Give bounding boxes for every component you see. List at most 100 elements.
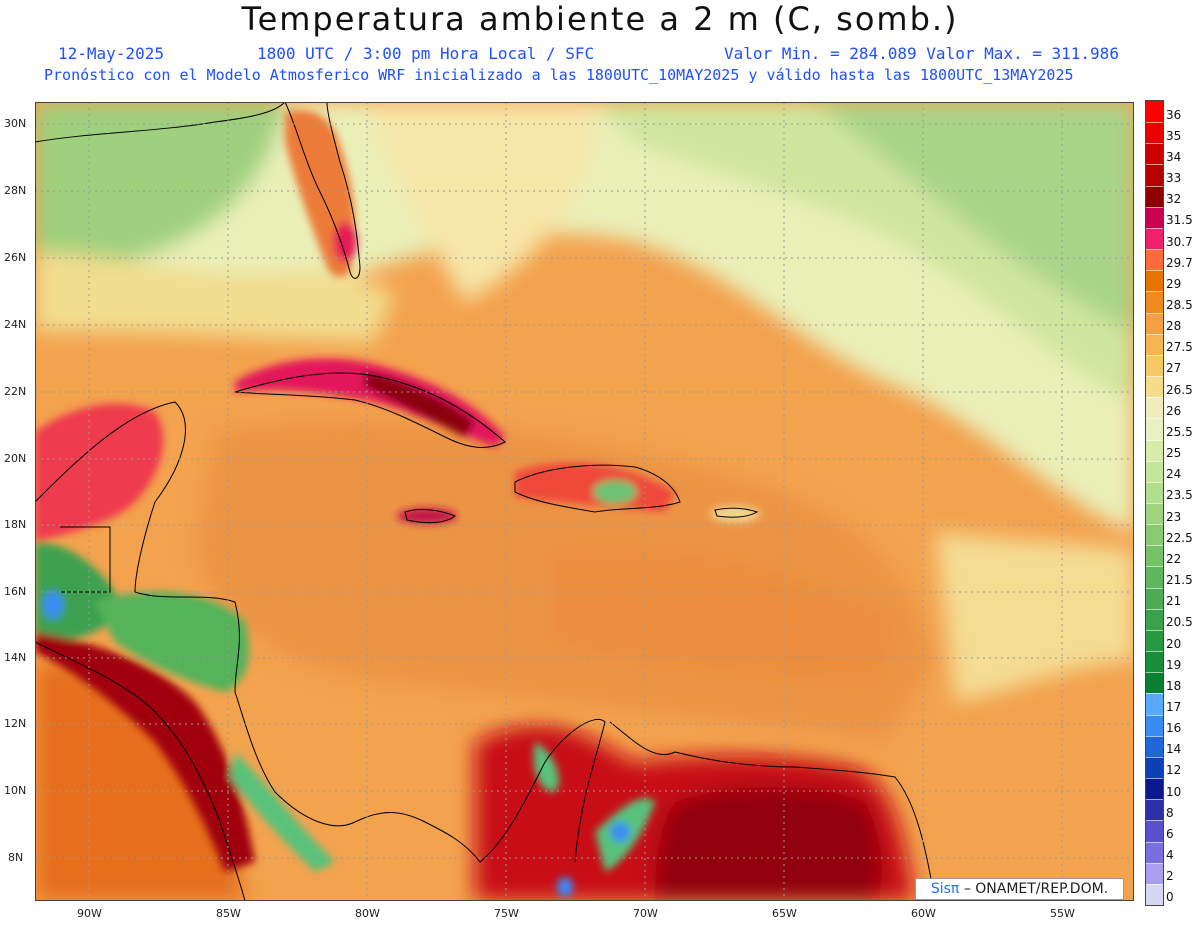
lat-label: 20N bbox=[4, 452, 27, 465]
colorbar-label: 35 bbox=[1166, 128, 1182, 143]
colorbar-label: 19 bbox=[1166, 657, 1182, 672]
colorbar-label: 26.5 bbox=[1166, 382, 1193, 397]
colorbar-swatch bbox=[1146, 354, 1163, 377]
colorbar-swatch bbox=[1146, 587, 1163, 610]
forecast-time: 1800 UTC / 3:00 pm Hora Local / SFC bbox=[257, 44, 595, 63]
colorbar-swatch bbox=[1146, 291, 1163, 314]
colorbar-label: 29.7 bbox=[1166, 255, 1193, 270]
colorbar-label: 20.5 bbox=[1166, 615, 1193, 630]
colorbar-label: 22 bbox=[1166, 551, 1182, 566]
lat-label: 10N bbox=[4, 784, 27, 797]
colorbar-swatch bbox=[1146, 270, 1163, 292]
temperature-colorbar bbox=[1145, 100, 1164, 906]
lat-label: 28N bbox=[4, 184, 27, 197]
lon-label: 90W bbox=[77, 907, 102, 920]
colorbar-label: 8 bbox=[1166, 805, 1174, 820]
colorbar-label: 21 bbox=[1166, 594, 1182, 609]
lat-label: 8N bbox=[8, 851, 24, 864]
colorbar-swatch bbox=[1146, 862, 1163, 885]
temperature-map bbox=[34, 101, 1134, 902]
colorbar-label: 24 bbox=[1166, 467, 1182, 482]
lon-label: 80W bbox=[355, 907, 380, 920]
lat-label: 22N bbox=[4, 385, 27, 398]
colorbar-label: 30.7 bbox=[1166, 234, 1193, 249]
forecast-date: 12-May-2025 bbox=[58, 44, 164, 63]
colorbar-label: 2 bbox=[1166, 869, 1174, 884]
lon-label: 65W bbox=[772, 907, 797, 920]
colorbar-label: 20 bbox=[1166, 636, 1182, 651]
colorbar-swatch bbox=[1146, 312, 1163, 335]
lat-label: 26N bbox=[4, 251, 27, 264]
colorbar-label: 14 bbox=[1166, 742, 1182, 757]
colorbar-label: 16 bbox=[1166, 721, 1182, 736]
lat-label: 30N bbox=[4, 117, 27, 130]
colorbar-label: 33 bbox=[1166, 171, 1182, 186]
lon-label: 70W bbox=[633, 907, 658, 920]
colorbar-swatch bbox=[1146, 418, 1163, 441]
colorbar-label: 27 bbox=[1166, 361, 1182, 376]
colorbar-label: 17 bbox=[1166, 700, 1182, 714]
colorbar-label: 25.5 bbox=[1166, 424, 1193, 439]
colorbar-label: 23 bbox=[1166, 509, 1182, 524]
colorbar-swatch bbox=[1146, 227, 1163, 250]
colorbar-swatch bbox=[1146, 566, 1163, 589]
colorbar-swatch bbox=[1146, 799, 1163, 821]
lat-label: 16N bbox=[4, 585, 27, 598]
colorbar-swatch bbox=[1146, 778, 1163, 800]
colorbar-label: 22.5 bbox=[1166, 530, 1193, 545]
colorbar-label: 36 bbox=[1166, 107, 1182, 122]
colorbar-swatch bbox=[1146, 122, 1163, 144]
colorbar-swatch bbox=[1146, 164, 1163, 187]
colorbar-swatch bbox=[1146, 672, 1163, 694]
colorbar-swatch bbox=[1146, 143, 1163, 165]
colorbar-label: 29 bbox=[1166, 276, 1182, 291]
colorbar-label: 26 bbox=[1166, 403, 1182, 418]
colorbar-label: 12 bbox=[1166, 763, 1182, 778]
colorbar-swatch bbox=[1146, 460, 1163, 483]
colorbar-swatch bbox=[1146, 651, 1163, 673]
colorbar-label: 34 bbox=[1166, 149, 1182, 164]
colorbar-label: 27.5 bbox=[1166, 340, 1193, 355]
map-title: Temperatura ambiente a 2 m (C, somb.) bbox=[241, 0, 959, 38]
colorbar-swatch bbox=[1146, 249, 1163, 271]
colorbar-label: 21.5 bbox=[1166, 573, 1193, 588]
colorbar-swatch bbox=[1146, 714, 1163, 737]
lon-label: 60W bbox=[911, 907, 936, 920]
colorbar-swatch bbox=[1146, 524, 1163, 546]
lat-label: 12N bbox=[4, 717, 27, 730]
colorbar-label: 18 bbox=[1166, 678, 1182, 693]
colorbar-label: 32 bbox=[1166, 192, 1182, 207]
lat-label: 14N bbox=[4, 651, 27, 664]
colorbar-swatch bbox=[1146, 841, 1163, 864]
lat-label: 24N bbox=[4, 318, 27, 331]
colorbar-swatch bbox=[1146, 333, 1163, 356]
colorbar-label: 23.5 bbox=[1166, 488, 1193, 503]
lon-label: 85W bbox=[216, 907, 241, 920]
colorbar-swatch bbox=[1146, 185, 1163, 208]
colorbar-swatch bbox=[1146, 481, 1163, 504]
colorbar-label: 10 bbox=[1166, 784, 1182, 799]
colorbar-label: 31.5 bbox=[1166, 213, 1193, 228]
lon-label: 55W bbox=[1050, 907, 1075, 920]
colorbar-swatch bbox=[1146, 608, 1163, 631]
lon-label: 75W bbox=[494, 907, 519, 920]
colorbar-label: 6 bbox=[1166, 826, 1174, 841]
colorbar-swatch bbox=[1146, 397, 1163, 419]
colorbar-label: 0 bbox=[1166, 890, 1174, 905]
colorbar-swatch bbox=[1146, 376, 1163, 398]
colorbar-swatch bbox=[1146, 439, 1163, 462]
colorbar-swatch bbox=[1146, 735, 1163, 758]
colorbar-label: 28.5 bbox=[1166, 298, 1193, 312]
colorbar-swatch bbox=[1146, 101, 1163, 123]
colorbar-swatch bbox=[1146, 545, 1163, 567]
colorbar-label: 28 bbox=[1166, 319, 1182, 334]
credit-box: Sisπ – ONAMET/REP.DOM. bbox=[915, 878, 1124, 900]
colorbar-label: 4 bbox=[1166, 848, 1174, 863]
colorbar-swatch bbox=[1146, 629, 1163, 652]
min-max-values: Valor Min. = 284.089 Valor Max. = 311.98… bbox=[724, 44, 1119, 63]
colorbar-swatch bbox=[1146, 756, 1163, 779]
colorbar-swatch bbox=[1146, 883, 1163, 906]
sispi-logo: Sisπ bbox=[930, 881, 960, 897]
colorbar-swatch bbox=[1146, 693, 1163, 716]
model-info: Pronóstico con el Modelo Atmosferico WRF… bbox=[44, 66, 1074, 84]
